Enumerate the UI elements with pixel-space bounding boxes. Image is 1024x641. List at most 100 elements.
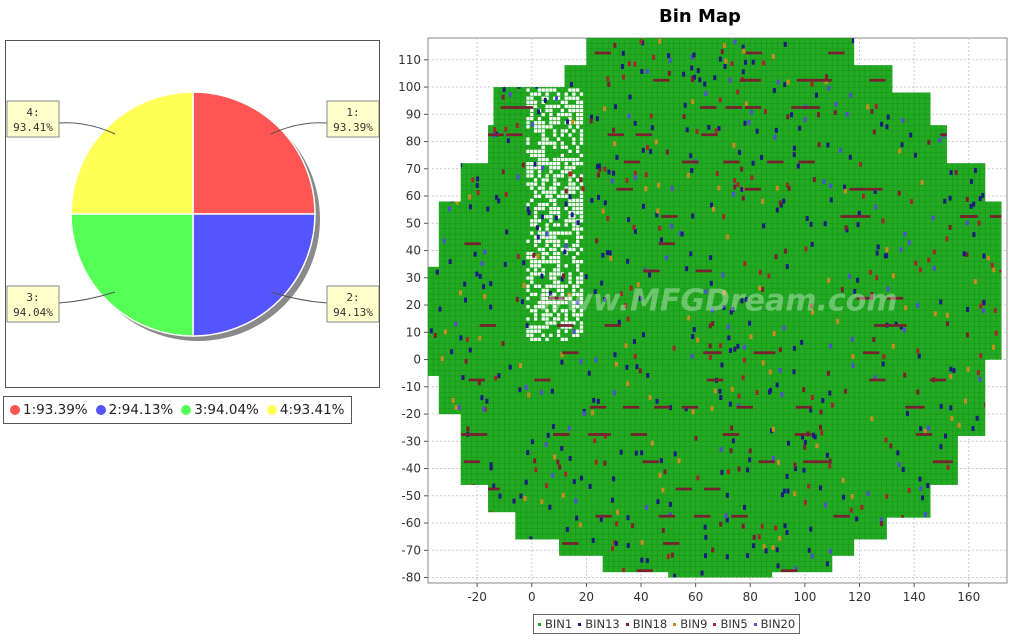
fail-die [923,428,927,434]
missing-die [564,112,568,117]
missing-die [537,272,542,276]
fail-die [443,329,447,335]
fail-die [761,198,765,204]
fail-die [803,499,807,505]
fail-die [666,553,670,559]
missing-die [564,100,568,104]
bin-legend-item-bin9: BIN9 [673,617,707,631]
missing-die [545,125,549,129]
fail-die [504,192,508,197]
fail-die [785,182,789,188]
fail-die [972,232,976,238]
fail-die [435,269,439,275]
fail-die [677,458,681,464]
fail-die [758,269,762,275]
fail-die [516,253,520,259]
missing-die [549,170,553,174]
missing-die [553,223,557,227]
pie-callout-label-3: 3: [26,291,39,304]
fail-die [829,343,833,349]
missing-die [537,121,542,125]
fail-die [652,54,656,60]
fail-die [801,434,805,440]
fail-die [620,64,624,70]
fail-die [722,43,726,49]
missing-die [572,300,576,305]
fail-die-streak [744,106,762,109]
missing-die [560,309,565,313]
missing-die [553,243,557,248]
fail-die [624,343,628,349]
y-tick-label: 80 [406,135,421,149]
fail-die-streak [594,51,612,55]
missing-die [545,137,549,141]
fail-die [729,348,733,353]
bin-legend-marker [753,622,757,626]
missing-die [572,129,576,133]
missing-die [553,321,557,325]
fail-die [827,85,831,91]
fail-die [771,545,775,550]
fail-die [519,493,523,499]
missing-die [553,186,557,190]
x-tick-label: 120 [848,590,871,604]
fail-die [685,127,689,133]
fail-die [851,354,855,359]
fail-die [819,409,823,415]
fail-die-streak [723,160,740,164]
fail-die [567,426,571,431]
fail-die [809,407,813,413]
fail-die [561,273,565,279]
missing-die [576,333,580,337]
missing-die [537,125,542,129]
fail-die [489,462,493,468]
fail-die [495,194,499,200]
fail-die [965,252,969,258]
fail-die [670,186,674,192]
fail-die-streak [483,487,500,491]
missing-die [568,215,572,219]
fail-die [948,195,952,201]
fail-die [672,345,676,351]
fail-die [994,330,998,336]
fail-die [876,244,880,250]
missing-die [564,309,568,313]
fail-die [966,366,970,372]
fail-die [949,405,953,411]
missing-die [579,153,584,158]
fail-die [898,148,902,154]
missing-die [579,198,584,203]
fail-die [598,166,602,172]
fail-die [742,344,746,350]
missing-die [537,157,542,162]
missing-die [568,198,572,203]
fail-die-streak [500,106,518,109]
missing-die [533,100,538,104]
fail-die [719,343,723,349]
missing-die [549,313,553,317]
missing-die [560,247,565,252]
fail-die [505,229,509,235]
missing-die [549,125,553,129]
fail-die [803,117,807,123]
fail-die-streak [643,269,660,273]
fail-die [979,303,983,309]
missing-die [564,317,568,321]
fail-die [632,224,636,230]
fail-die [464,297,468,303]
fail-die [617,319,621,325]
fail-die [810,81,814,87]
fail-die [633,61,637,67]
missing-die [549,108,553,113]
fail-die-streak [886,296,904,300]
missing-die [553,133,557,137]
fail-die [691,409,695,415]
fail-die-streak [547,296,565,300]
fail-die [527,392,531,398]
fail-die [502,86,506,92]
fail-die [767,273,771,279]
fail-die [670,223,674,229]
missing-die [533,272,538,276]
fail-die [476,190,480,196]
